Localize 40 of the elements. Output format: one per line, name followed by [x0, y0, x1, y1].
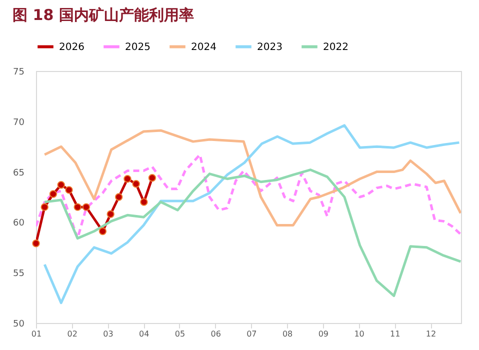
legend-label: 2023 — [257, 42, 282, 53]
point — [106, 210, 114, 218]
point — [74, 203, 82, 211]
point — [148, 174, 156, 182]
x-tick-label: 03 — [103, 330, 114, 338]
x-tick-label: 01 — [31, 330, 42, 338]
y-tick-label: 55 — [13, 269, 24, 280]
y-tick-label: 65 — [13, 168, 24, 178]
x-tick-label: 02 — [67, 330, 78, 338]
y-tick-label: 70 — [13, 118, 25, 128]
point — [40, 203, 48, 211]
legend-label: 2026 — [59, 42, 84, 53]
y-tick-label: 75 — [13, 68, 24, 78]
x-tick-label: 11 — [390, 330, 400, 338]
y-tick-label: 60 — [13, 218, 25, 229]
x-tick-label: 10 — [354, 330, 364, 338]
x-tick-label: 05 — [174, 330, 186, 338]
line-series — [43, 129, 461, 226]
x-tick-label: 12 — [426, 330, 436, 338]
point — [132, 180, 140, 188]
legend-label: 2025 — [125, 42, 150, 53]
legend-label: 2024 — [191, 42, 216, 53]
chart-title: 图 18 国内矿山产能利用率 — [12, 6, 194, 24]
point — [124, 175, 132, 183]
point — [98, 227, 107, 236]
line-series — [43, 124, 460, 304]
x-tick-label: 04 — [139, 330, 150, 338]
x-tick-label: 08 — [282, 330, 293, 338]
point — [65, 186, 73, 194]
point — [57, 181, 65, 189]
point — [82, 203, 90, 211]
point — [140, 198, 148, 206]
x-tick-label: 09 — [318, 330, 329, 338]
y-tick-label: 50 — [13, 320, 25, 330]
point — [49, 190, 58, 198]
point — [32, 240, 40, 248]
point — [114, 193, 123, 201]
legend-label: 2022 — [323, 42, 348, 53]
x-tick-label: 07 — [246, 330, 257, 338]
x-tick-label: 06 — [210, 330, 221, 338]
